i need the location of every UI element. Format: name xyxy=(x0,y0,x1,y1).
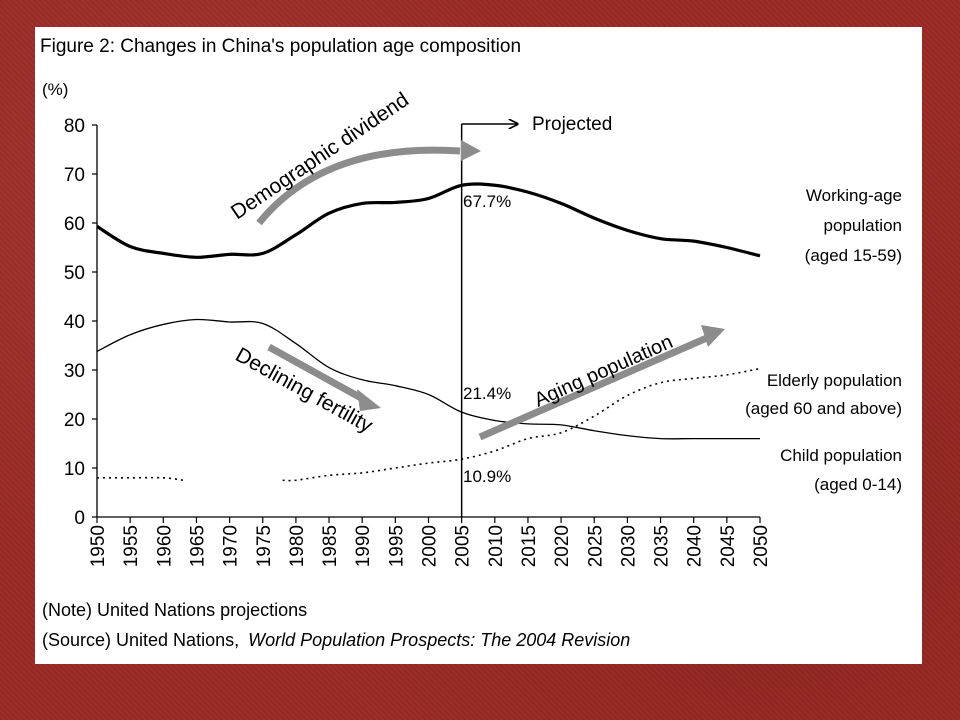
y-tick-label: 20 xyxy=(64,410,85,431)
declining-fertility-arrowhead xyxy=(357,389,381,411)
x-tick-label: 1950 xyxy=(88,525,109,567)
y-tick-label: 60 xyxy=(64,214,85,235)
declining-fertility-label: Declining fertility xyxy=(232,343,377,437)
demographic-dividend-arrow xyxy=(256,146,461,226)
series-line-child xyxy=(96,318,760,440)
declining-fertility-arrow xyxy=(267,343,365,403)
series-layer xyxy=(96,182,761,482)
note-text: (Note) United Nations projections xyxy=(42,600,307,620)
source-text: (Source) United Nations, World Populatio… xyxy=(42,630,630,650)
y-ticks: 0 10 20 30 40 50 60 70 80 xyxy=(64,116,97,529)
child-label-line2: (aged 0-14) xyxy=(814,475,902,494)
y-tick-label: 0 xyxy=(74,508,85,529)
x-tick-label: 2045 xyxy=(718,525,739,567)
x-tick-label: 1955 xyxy=(121,525,142,567)
x-tick-label: 2025 xyxy=(585,525,606,567)
x-tick-label: 2035 xyxy=(652,525,673,567)
child-2005-label: 21.4% xyxy=(463,384,511,403)
y-tick-label: 70 xyxy=(64,165,85,186)
elderly-2005-label: 10.9% xyxy=(463,467,511,486)
source-title: World Population Prospects: The 2004 Rev… xyxy=(248,630,630,650)
x-tick-label: 1960 xyxy=(154,525,175,567)
y-tick-label: 10 xyxy=(64,459,85,480)
working-2005-label: 67.7% xyxy=(463,192,511,211)
working-label-line1: Working-age xyxy=(806,186,902,205)
source-prefix: (Source) United Nations, xyxy=(42,630,239,650)
x-tick-label: 1970 xyxy=(221,525,242,567)
y-tick-label: 50 xyxy=(64,263,85,284)
working-label-line3: (aged 15-59) xyxy=(805,246,902,265)
x-tick-label: 2030 xyxy=(618,525,639,567)
x-tick-label: 2040 xyxy=(685,525,706,567)
working-label-line2: population xyxy=(824,216,902,235)
x-tick-label: 1965 xyxy=(187,525,208,567)
x-tick-label: 2020 xyxy=(552,525,573,567)
aging-population-label: Aging population xyxy=(531,331,676,412)
elderly-label-line1: Elderly population xyxy=(767,371,902,390)
y-axis-unit: (%) xyxy=(42,80,68,99)
aging-population-arrowhead xyxy=(701,325,725,347)
x-tick-label: 1975 xyxy=(254,525,275,567)
demographic-dividend-arrowhead xyxy=(461,140,481,161)
y-tick-label: 30 xyxy=(64,361,85,382)
projected-label: Projected xyxy=(532,114,612,135)
slide-panel: Figure 2: Changes in China's population … xyxy=(35,27,922,664)
population-chart: Figure 2: Changes in China's population … xyxy=(40,36,902,650)
x-tick-label: 2015 xyxy=(519,525,540,567)
elderly-label-line2: (aged 60 and above) xyxy=(745,399,902,418)
series-line-elderly xyxy=(97,476,184,482)
series-line-working-age xyxy=(96,182,761,259)
y-tick-label: 40 xyxy=(64,312,85,333)
x-tick-label: 2000 xyxy=(420,525,441,567)
x-tick-label: 1985 xyxy=(320,525,341,567)
chart-title: Figure 2: Changes in China's population … xyxy=(40,36,521,57)
x-ticks: 1950 1955 1960 1965 1970 1975 1980 1985 1990 1995… xyxy=(88,517,772,567)
aging-population-arrow xyxy=(478,333,711,441)
x-tick-label: 2010 xyxy=(486,525,507,567)
x-tick-label: 1995 xyxy=(386,525,407,567)
y-tick-label: 80 xyxy=(64,116,85,137)
child-label-line1: Child population xyxy=(780,446,902,465)
x-tick-label: 1980 xyxy=(287,525,308,567)
x-tick-label: 2005 xyxy=(453,525,474,567)
x-tick-label: 2050 xyxy=(751,525,772,567)
x-tick-label: 1990 xyxy=(353,525,374,567)
